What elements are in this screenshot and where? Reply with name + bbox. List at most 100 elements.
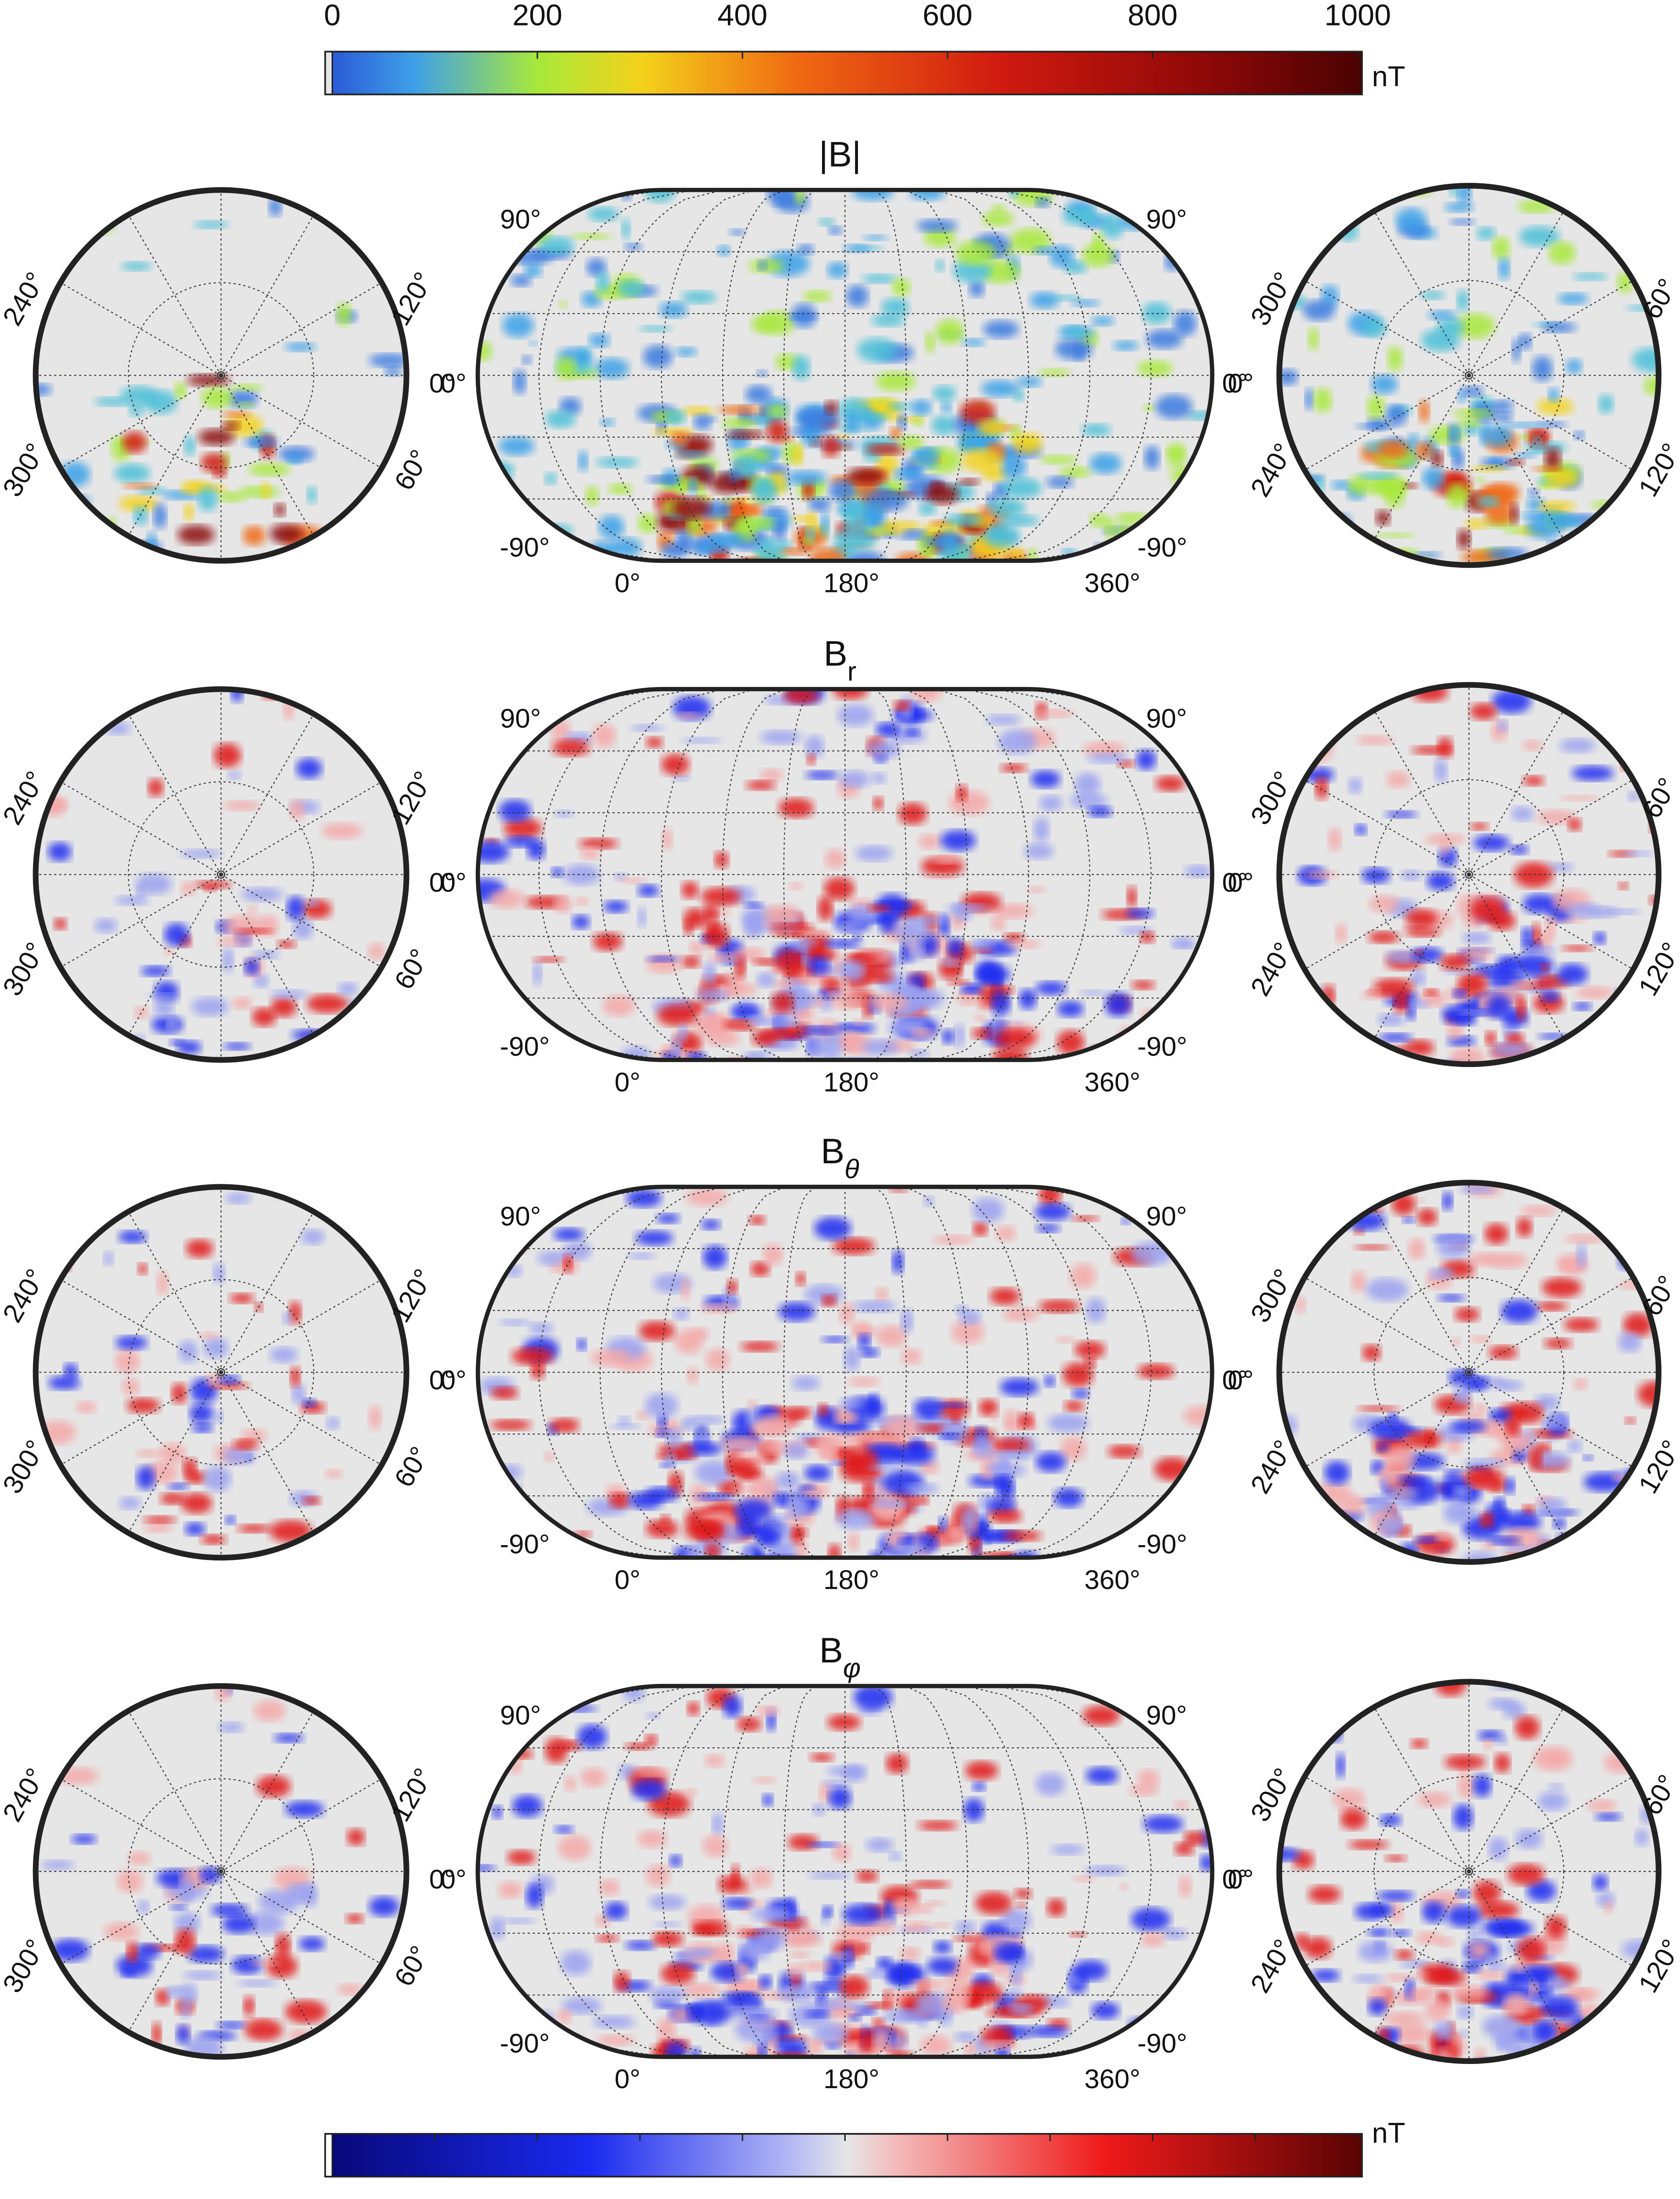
field-blob: [1452, 1337, 1461, 1347]
field-blob: [174, 1912, 201, 1934]
field-blob: [242, 526, 266, 546]
field-blob: [1073, 1960, 1108, 1981]
field-blob: [1462, 932, 1492, 944]
field-blob: [647, 956, 679, 962]
field-blob: [748, 1562, 775, 1569]
field-blob: [603, 995, 635, 1016]
field-blob: [1044, 1375, 1055, 1387]
field-blob: [975, 1892, 1012, 1915]
polar-label: 60°: [389, 445, 435, 495]
field-blob: [752, 958, 780, 966]
field-blob: [703, 1245, 727, 1269]
field-blob: [871, 314, 905, 327]
field-blob: [1384, 1052, 1396, 1059]
field-blob: [1537, 1051, 1565, 1064]
field-blob: [866, 526, 890, 535]
field-blob: [1486, 994, 1512, 1019]
polar-spoke: [1373, 1707, 1470, 1872]
field-blob: [808, 956, 830, 976]
field-blob: [1367, 1929, 1389, 1936]
field-blob: [1082, 1706, 1120, 1726]
field-blob: [1379, 1033, 1413, 1042]
field-blob: [675, 347, 697, 357]
field-blob: [1523, 1965, 1556, 1980]
field-blob: [1039, 795, 1063, 811]
field-blob: [174, 382, 187, 399]
field-blob: [898, 529, 927, 540]
field-blob: [856, 1870, 878, 1883]
field-blob: [942, 1029, 954, 1045]
field-blob: [917, 219, 957, 233]
field-blob: [213, 1263, 225, 1284]
field-blob: [757, 260, 768, 271]
field-blob: [1313, 2048, 1345, 2061]
field-blob: [117, 1870, 143, 1893]
field-blob: [54, 718, 79, 736]
field-blob: [939, 1432, 961, 1440]
field-blob: [862, 1479, 874, 1502]
field-blob: [867, 904, 891, 913]
field-blob: [1542, 1278, 1582, 1298]
field-blob: [1038, 368, 1070, 377]
field-blob: [739, 1548, 755, 1558]
field-blob: [478, 1865, 496, 1872]
field-blob: [1074, 772, 1101, 797]
field-blob: [1522, 740, 1543, 751]
field-blob: [1203, 1982, 1213, 1994]
field-blob: [1475, 476, 1485, 484]
field-blob: [659, 301, 688, 318]
field-blob: [223, 1447, 256, 1465]
field-blob: [1498, 1509, 1511, 1522]
field-blob: [121, 1378, 140, 1395]
field-blob: [657, 2017, 676, 2042]
field-blob: [1564, 1234, 1605, 1244]
field-blob: [1131, 1907, 1171, 1931]
field-blob: [539, 236, 574, 255]
field-blob: [677, 712, 701, 719]
field-blob: [923, 566, 938, 580]
field-blob: [871, 1499, 911, 1509]
field-blob: [487, 498, 508, 521]
field-blob: [216, 491, 247, 502]
field-blob: [121, 261, 152, 271]
polar-label: 0°: [429, 1365, 455, 1395]
field-blob: [866, 443, 906, 455]
field-blob: [594, 1552, 614, 1558]
field-blob: [844, 1346, 860, 1371]
field-blob: [1355, 824, 1367, 836]
field-blob: [722, 1897, 753, 1909]
field-blob: [303, 694, 343, 702]
field-blob: [1019, 989, 1037, 1009]
field-blob: [797, 244, 814, 255]
field-blob: [1476, 496, 1500, 508]
field-blob: [718, 405, 761, 415]
field-blob: [580, 1768, 607, 1788]
field-blob: [718, 1875, 747, 1894]
field-blob: [913, 1495, 929, 1505]
field-blob: [898, 803, 927, 825]
polar-outline: [33, 1184, 409, 1561]
field-blob: [829, 479, 859, 502]
field-blob: [981, 2027, 1012, 2045]
field-blob: [1446, 483, 1468, 508]
field-blob: [734, 1498, 772, 1521]
field-blob: [774, 950, 810, 975]
field-blob: [888, 2051, 914, 2057]
field-blob: [1054, 1488, 1084, 1508]
field-blob: [983, 1562, 1001, 1574]
field-blob: [747, 1476, 780, 1501]
map-meridian: [935, 689, 1029, 1060]
map-meridian: [783, 1686, 815, 2057]
field-blob: [899, 1947, 921, 1960]
field-blob: [1564, 1681, 1592, 1688]
field-blob: [563, 1254, 573, 1273]
field-blob: [1298, 2048, 1337, 2061]
field-blob: [299, 1936, 325, 1951]
map-meridian: [996, 689, 1152, 1060]
field-blob: [1371, 374, 1398, 394]
field-blob: [1593, 931, 1606, 945]
field-blob: [805, 735, 824, 758]
field-blob: [1461, 386, 1484, 397]
lat-label: 0°: [441, 1365, 467, 1395]
field-blob: [1453, 1486, 1472, 1498]
